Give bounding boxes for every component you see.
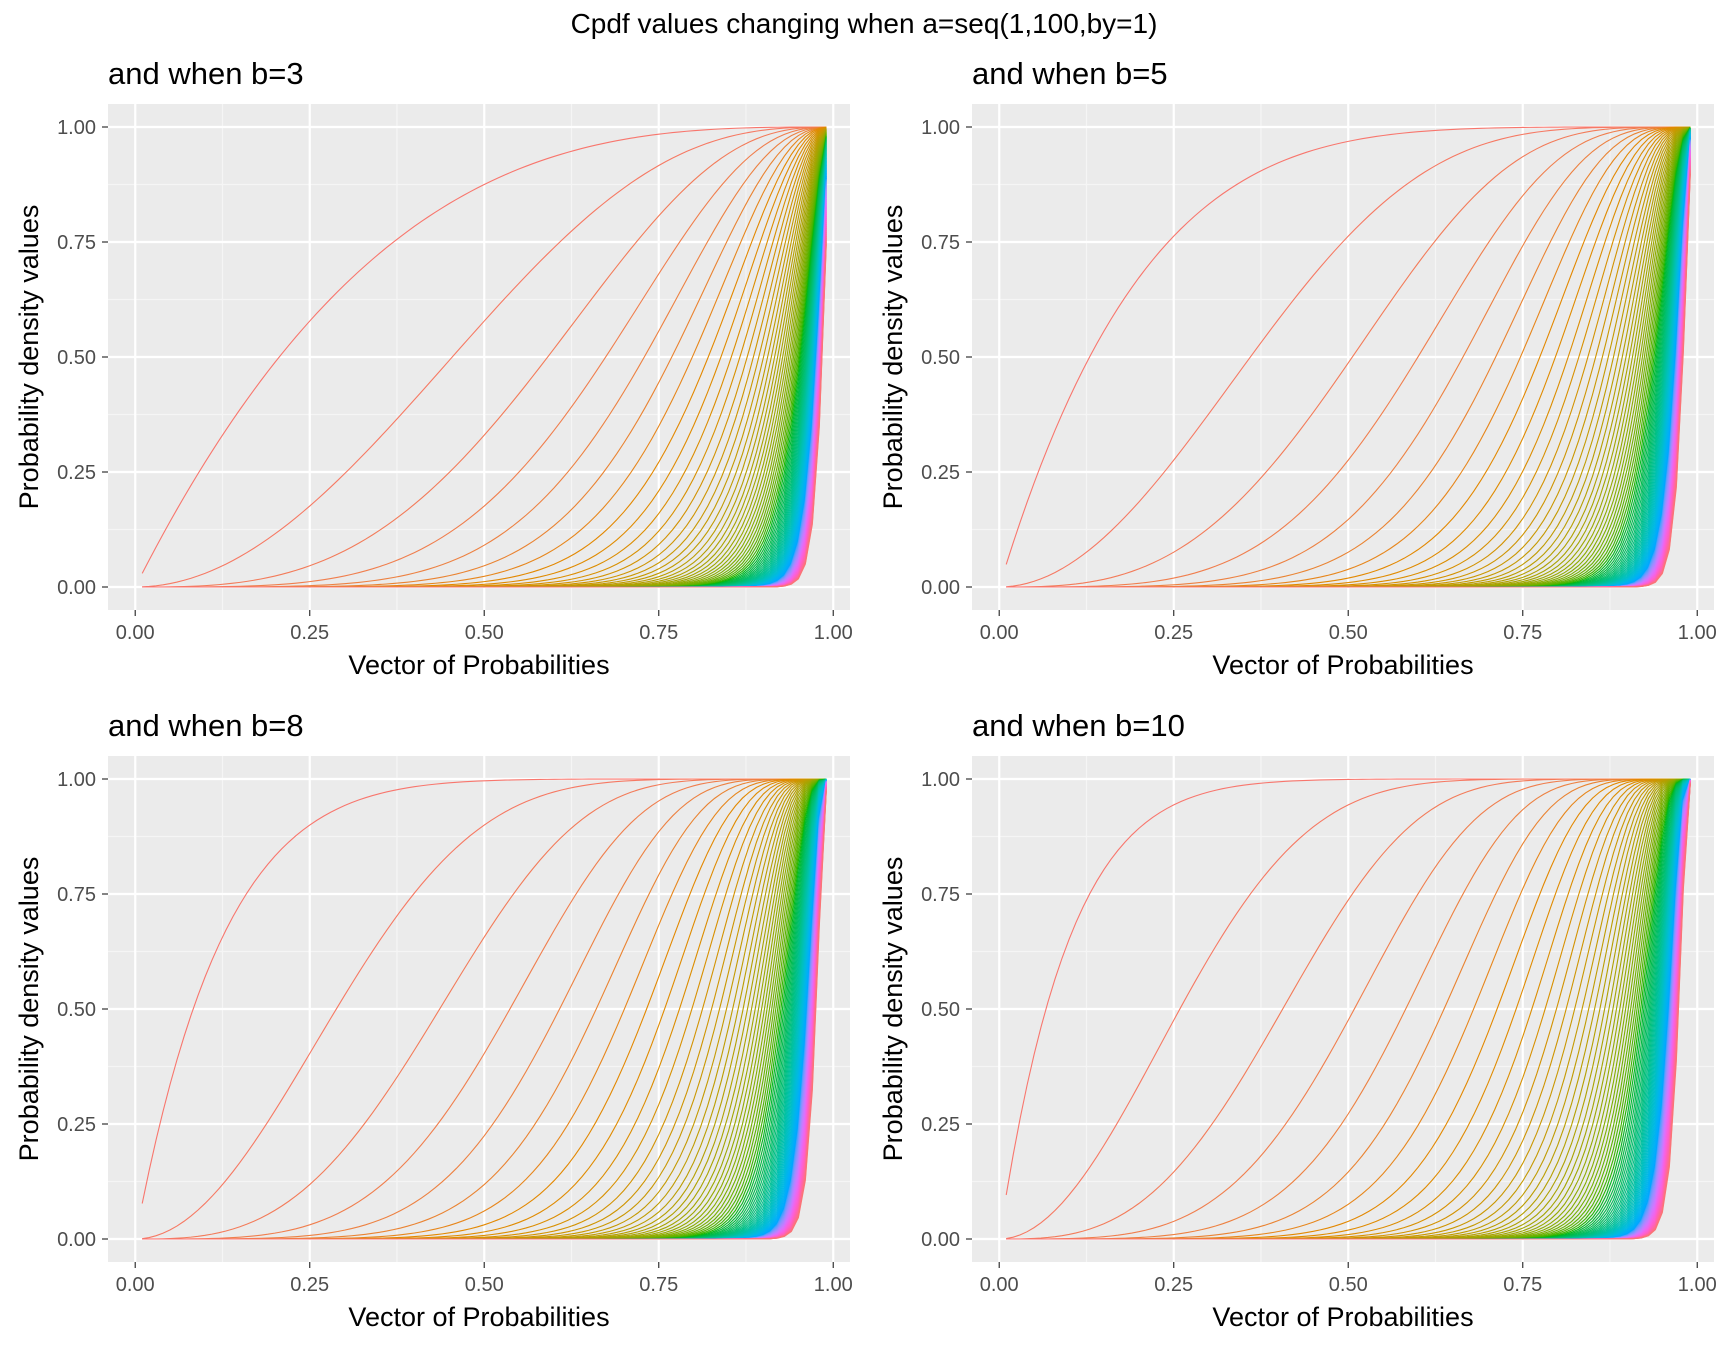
- y-axis-title: Probability density values: [878, 857, 908, 1162]
- series-line-a3: [142, 778, 827, 1240]
- x-tick-label: 1.00: [814, 1274, 853, 1296]
- chart-panel-b3: and when b=3 0.00 0.25 0.50 0.75 1.00 0.00 0.25…: [0, 50, 864, 702]
- panel-title: and when b=10: [972, 708, 1185, 743]
- y-tick-label: 0.00: [57, 1229, 96, 1251]
- x-axis-title: Vector of Probabilities: [348, 1302, 609, 1332]
- y-tick-label: 1.00: [921, 117, 960, 139]
- x-tick-label: 0.50: [465, 622, 504, 644]
- y-axis-title: Probability density values: [14, 857, 44, 1162]
- y-tick-label: 0.50: [921, 347, 960, 369]
- y-tick-label: 0.75: [921, 884, 960, 906]
- y-tick-label: 0.25: [921, 462, 960, 484]
- chart-panel-b8: and when b=8 0.00 0.25 0.50 0.75 1.00 0.00 0.25…: [0, 702, 864, 1354]
- chart-svg: and when b=5 0.00 0.25 0.50 0.75 1.00 0.00 0.25…: [878, 56, 1717, 680]
- series-line-a1: [141, 126, 827, 574]
- panel-title: and when b=3: [108, 56, 304, 91]
- x-tick-label: 0.75: [639, 1274, 678, 1296]
- x-tick-label: 0.25: [290, 622, 329, 644]
- x-tick-label: 1.00: [814, 622, 853, 644]
- series-line-a100: [142, 790, 827, 1240]
- series-line-a2: [1006, 126, 1691, 588]
- series-group: [141, 778, 827, 1240]
- series-line-a2: [142, 126, 827, 588]
- series-line-a3: [1006, 126, 1691, 588]
- x-axis-title: Vector of Probabilities: [1212, 1302, 1473, 1332]
- chart-svg: and when b=8 0.00 0.25 0.50 0.75 1.00 0.00 0.25…: [14, 708, 853, 1332]
- series-line-a5: [1006, 778, 1691, 1240]
- y-tick-label: 0.75: [57, 232, 96, 254]
- series-line-a4: [1006, 126, 1691, 588]
- x-tick-label: 1.00: [1678, 622, 1717, 644]
- series-line-a100: [1006, 783, 1691, 1240]
- y-axis-title: Probability density values: [878, 205, 908, 510]
- y-tick-label: 1.00: [57, 769, 96, 791]
- panel-title: and when b=5: [972, 56, 1168, 91]
- x-axis-title: Vector of Probabilities: [348, 650, 609, 680]
- series-group: [1005, 778, 1691, 1240]
- x-tick-label: 1.00: [1678, 1274, 1717, 1296]
- chart-svg: and when b=3 0.00 0.25 0.50 0.75 1.00 0.00 0.25…: [14, 56, 853, 680]
- y-tick-label: 1.00: [57, 117, 96, 139]
- y-tick-label: 1.00: [921, 769, 960, 791]
- chart-panel-b5: and when b=5 0.00 0.25 0.50 0.75 1.00 0.00 0.25…: [864, 50, 1728, 702]
- x-tick-label: 0.25: [1154, 1274, 1193, 1296]
- chart-panel-b10: and when b=10 0.00 0.25 0.50 0.75 1.00 0.00 0.2…: [864, 702, 1728, 1354]
- x-tick-label: 0.25: [290, 1274, 329, 1296]
- x-tick-label: 0.00: [980, 1274, 1019, 1296]
- y-tick-label: 0.25: [921, 1114, 960, 1136]
- y-axis-title: Probability density values: [14, 205, 44, 510]
- x-tick-label: 0.00: [116, 1274, 155, 1296]
- y-tick-label: 0.25: [57, 1114, 96, 1136]
- x-tick-label: 0.50: [1329, 622, 1368, 644]
- y-tick-label: 0.00: [921, 1229, 960, 1251]
- x-tick-label: 0.25: [1154, 622, 1193, 644]
- figure-title: Cpdf values changing when a=seq(1,100,by…: [570, 8, 1158, 39]
- series-line-a100: [1006, 174, 1691, 588]
- x-tick-label: 0.50: [465, 1274, 504, 1296]
- x-tick-label: 0.50: [1329, 1274, 1368, 1296]
- panel-title: and when b=8: [108, 708, 304, 743]
- x-tick-label: 0.75: [1503, 1274, 1542, 1296]
- y-tick-label: 0.00: [921, 577, 960, 599]
- y-tick-label: 0.00: [57, 577, 96, 599]
- x-tick-label: 0.75: [639, 622, 678, 644]
- series-line-a4: [142, 778, 827, 1240]
- y-tick-label: 0.50: [921, 999, 960, 1021]
- y-tick-label: 0.75: [57, 884, 96, 906]
- y-tick-label: 0.50: [57, 999, 96, 1021]
- series-line-a4: [142, 126, 827, 588]
- series-line-a4: [1006, 778, 1691, 1240]
- x-tick-label: 0.75: [1503, 622, 1542, 644]
- x-tick-label: 0.00: [980, 622, 1019, 644]
- series-group: [1005, 126, 1691, 588]
- series-line-a1: [1005, 126, 1691, 565]
- series-group: [141, 126, 827, 588]
- y-tick-label: 0.75: [921, 232, 960, 254]
- y-tick-label: 0.50: [57, 347, 96, 369]
- x-axis-title: Vector of Probabilities: [1212, 650, 1473, 680]
- y-tick-label: 0.25: [57, 462, 96, 484]
- series-line-a3: [142, 126, 827, 588]
- series-line-a3: [1006, 778, 1691, 1240]
- series-line-a100: [142, 244, 827, 588]
- chart-svg: and when b=10 0.00 0.25 0.50 0.75 1.00 0.00 0.2…: [878, 708, 1717, 1332]
- x-tick-label: 0.00: [116, 622, 155, 644]
